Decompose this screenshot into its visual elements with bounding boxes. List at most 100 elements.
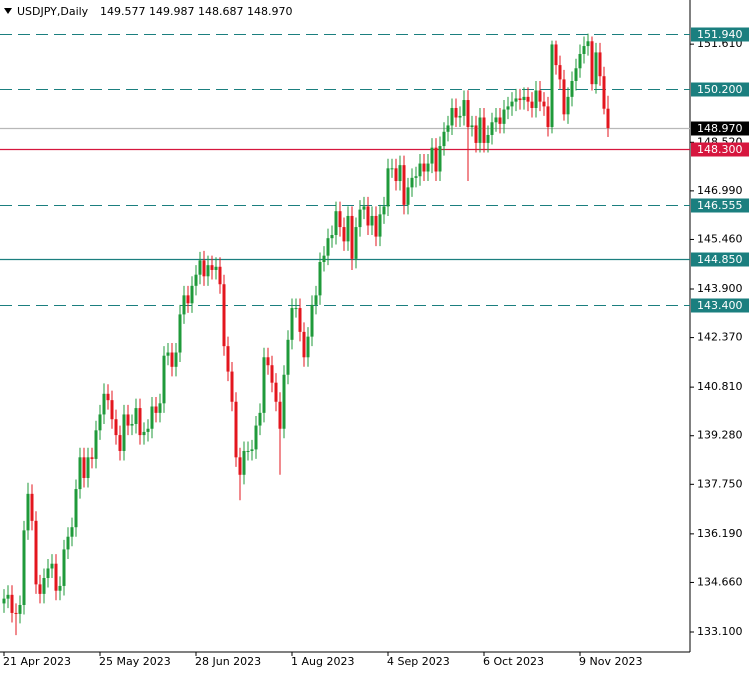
candle-body bbox=[298, 308, 302, 332]
candle-body bbox=[178, 314, 182, 353]
candle-body bbox=[546, 106, 550, 128]
level-label-box bbox=[691, 142, 749, 157]
level-label: 150.200 bbox=[697, 83, 743, 96]
candle-body bbox=[6, 594, 10, 599]
candle-body bbox=[106, 393, 110, 401]
candle-body bbox=[50, 563, 54, 569]
candle-body bbox=[206, 265, 210, 277]
candle-body bbox=[166, 352, 170, 356]
candle-body bbox=[606, 108, 610, 128]
level-label-box bbox=[691, 121, 749, 136]
candle-body bbox=[202, 260, 206, 277]
candle-body bbox=[314, 295, 318, 305]
x-tick-label: 28 Jun 2023 bbox=[195, 655, 261, 668]
candle-body bbox=[390, 168, 394, 170]
candle-body bbox=[522, 96, 526, 101]
candle-body bbox=[14, 612, 18, 614]
x-tick-label: 4 Sep 2023 bbox=[387, 655, 450, 668]
y-tick-label: 146.990 bbox=[697, 184, 743, 197]
candle-body bbox=[514, 98, 518, 102]
candle-body bbox=[242, 450, 246, 475]
candle-body bbox=[10, 594, 14, 613]
candle-body bbox=[214, 266, 218, 270]
x-tick-label: 25 May 2023 bbox=[99, 655, 171, 668]
candle-body bbox=[114, 419, 118, 436]
candle-body bbox=[142, 431, 146, 436]
candle-body bbox=[190, 285, 194, 304]
candle-body bbox=[74, 489, 78, 528]
candle-body bbox=[598, 52, 602, 77]
candle-body bbox=[250, 449, 254, 451]
candle-body bbox=[230, 371, 234, 402]
candle-body bbox=[594, 52, 598, 85]
candle-body bbox=[386, 168, 390, 207]
level-label-box bbox=[691, 252, 749, 267]
candle-body bbox=[278, 401, 282, 429]
candle-body bbox=[550, 44, 554, 128]
candle-body bbox=[542, 101, 546, 107]
candle-body bbox=[162, 355, 166, 404]
candle-body bbox=[374, 215, 378, 237]
candle-body bbox=[130, 423, 134, 426]
candle-body bbox=[182, 295, 186, 315]
candle-body bbox=[246, 450, 250, 452]
candle-body bbox=[210, 265, 214, 270]
candle-body bbox=[134, 408, 138, 424]
candle-body bbox=[150, 406, 154, 429]
candle-body bbox=[350, 215, 354, 259]
candle-body bbox=[422, 163, 426, 172]
candle-body bbox=[42, 578, 46, 594]
candle-body bbox=[18, 604, 22, 614]
candle-body bbox=[262, 357, 266, 413]
candle-body bbox=[414, 176, 418, 178]
candle-body bbox=[574, 68, 578, 81]
candle-body bbox=[78, 457, 82, 490]
candle-body bbox=[98, 414, 102, 431]
level-label: 144.850 bbox=[697, 253, 743, 266]
y-tick-label: 133.100 bbox=[697, 625, 743, 638]
candle-body bbox=[218, 266, 222, 285]
candle-body bbox=[290, 308, 294, 340]
candle-body bbox=[458, 115, 462, 118]
candle-body bbox=[534, 90, 538, 108]
candle-body bbox=[454, 107, 458, 118]
candle-body bbox=[34, 520, 38, 585]
candle-body bbox=[506, 106, 510, 110]
candle-body bbox=[102, 393, 106, 415]
candle-body bbox=[354, 227, 358, 259]
candle-body bbox=[582, 46, 586, 54]
candle-body bbox=[118, 435, 122, 451]
candle-body bbox=[154, 406, 158, 413]
y-tick-label: 142.370 bbox=[697, 331, 743, 344]
level-label-box bbox=[691, 298, 749, 313]
candle-body bbox=[370, 215, 374, 226]
candle-body bbox=[254, 425, 258, 450]
level-label: 151.940 bbox=[697, 28, 743, 41]
candle-body bbox=[586, 41, 590, 47]
candle-body bbox=[342, 227, 346, 242]
candle-body bbox=[478, 117, 482, 143]
candle-body bbox=[474, 125, 478, 143]
candle-body bbox=[602, 76, 606, 109]
candle-body bbox=[146, 428, 150, 432]
y-tick-label: 139.280 bbox=[697, 429, 743, 442]
candle-body bbox=[470, 125, 474, 128]
candle-body bbox=[378, 214, 382, 237]
candle-body bbox=[46, 568, 50, 579]
candle-body bbox=[158, 403, 162, 413]
candle-body bbox=[590, 41, 594, 85]
candle-body bbox=[194, 274, 198, 286]
candle-body bbox=[22, 530, 26, 605]
candle-body bbox=[434, 147, 438, 172]
x-tick-label: 1 Aug 2023 bbox=[291, 655, 354, 668]
candle-body bbox=[122, 414, 126, 451]
dropdown-icon[interactable] bbox=[4, 8, 12, 14]
candle-body bbox=[346, 215, 350, 242]
candle-body bbox=[570, 80, 574, 97]
candle-body bbox=[402, 165, 406, 205]
x-tick-label: 6 Oct 2023 bbox=[483, 655, 544, 668]
candle-body bbox=[330, 235, 334, 239]
candle-body bbox=[426, 163, 430, 172]
candle-body bbox=[518, 98, 522, 101]
